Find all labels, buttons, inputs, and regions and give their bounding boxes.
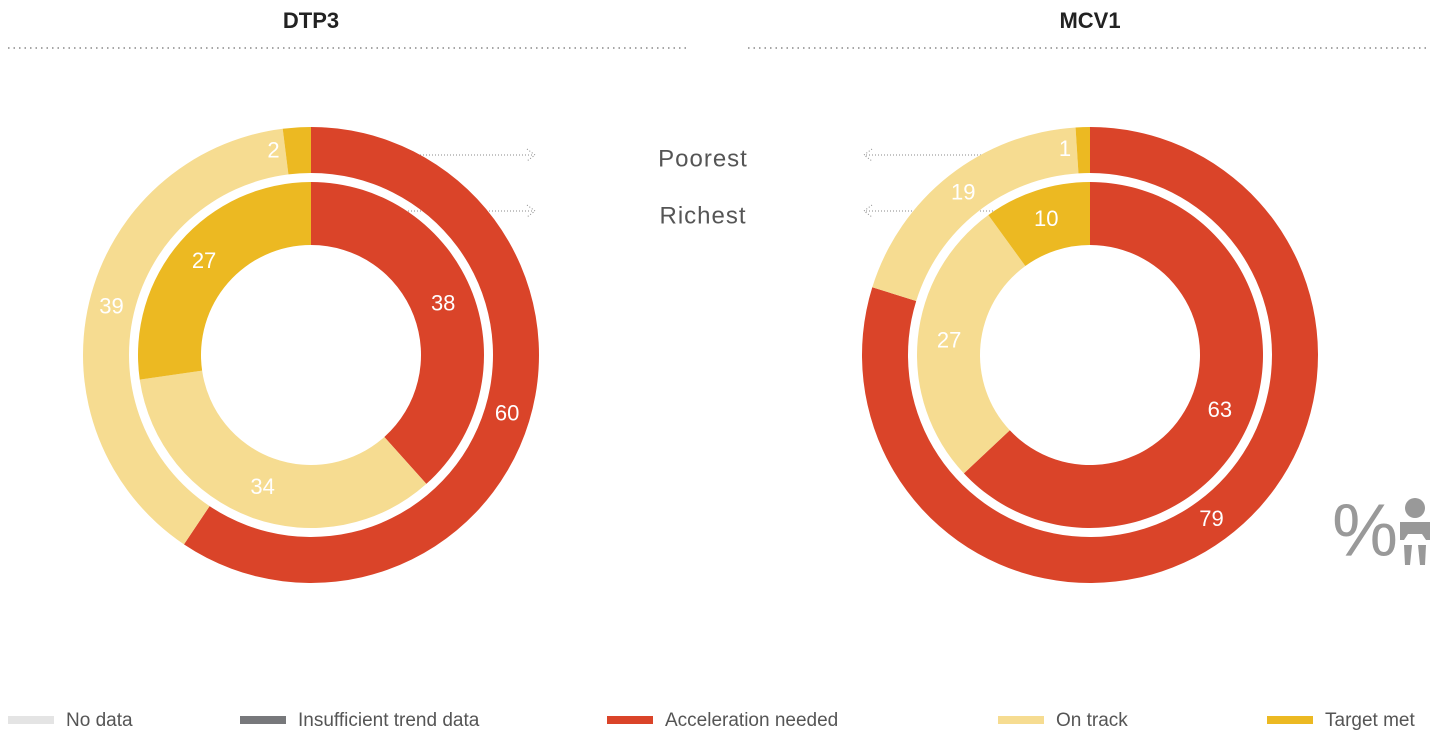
donut-segment bbox=[917, 215, 1026, 474]
segment-label: 60 bbox=[495, 401, 519, 426]
segment-label: 34 bbox=[250, 474, 274, 499]
donut-segment bbox=[1075, 127, 1090, 174]
chart-title: DTP3 bbox=[283, 8, 339, 33]
donut-segment bbox=[872, 127, 1079, 301]
segment-label: 79 bbox=[1199, 506, 1223, 531]
chart-title: MCV1 bbox=[1059, 8, 1120, 33]
segment-label: 39 bbox=[99, 293, 123, 318]
legend-label: Target met bbox=[1325, 710, 1415, 731]
segment-label: 27 bbox=[937, 327, 961, 352]
ring-label: Poorest bbox=[658, 145, 748, 172]
legend-swatch bbox=[998, 716, 1044, 724]
legend-swatch bbox=[607, 716, 653, 724]
donut-segment bbox=[137, 181, 311, 380]
donut-segment bbox=[139, 370, 427, 528]
legend-swatch bbox=[240, 716, 286, 724]
segment-label: 27 bbox=[192, 248, 216, 273]
donut-segment bbox=[988, 182, 1090, 267]
segment-label: 19 bbox=[951, 180, 975, 205]
child-icon bbox=[1400, 498, 1430, 565]
legend-swatch bbox=[1267, 716, 1313, 724]
donut-segment bbox=[963, 182, 1264, 528]
legend-label: Insufficient trend data bbox=[298, 710, 480, 731]
legend-label: Acceleration needed bbox=[665, 710, 838, 731]
unit-icon: % bbox=[1332, 489, 1398, 572]
donut-segment bbox=[183, 127, 540, 584]
segment-label: 38 bbox=[431, 290, 455, 315]
ring-label: Richest bbox=[659, 202, 746, 229]
legend-swatch bbox=[8, 716, 54, 724]
donut-segment bbox=[282, 127, 311, 175]
donut-segment bbox=[311, 182, 484, 484]
donut-segment bbox=[83, 128, 289, 545]
legend-label: No data bbox=[66, 710, 133, 731]
segment-label: 63 bbox=[1208, 397, 1232, 422]
segment-label: 2 bbox=[267, 137, 279, 162]
legend-label: On track bbox=[1056, 710, 1128, 731]
segment-label: 10 bbox=[1034, 206, 1058, 231]
segment-label: 1 bbox=[1059, 136, 1071, 161]
